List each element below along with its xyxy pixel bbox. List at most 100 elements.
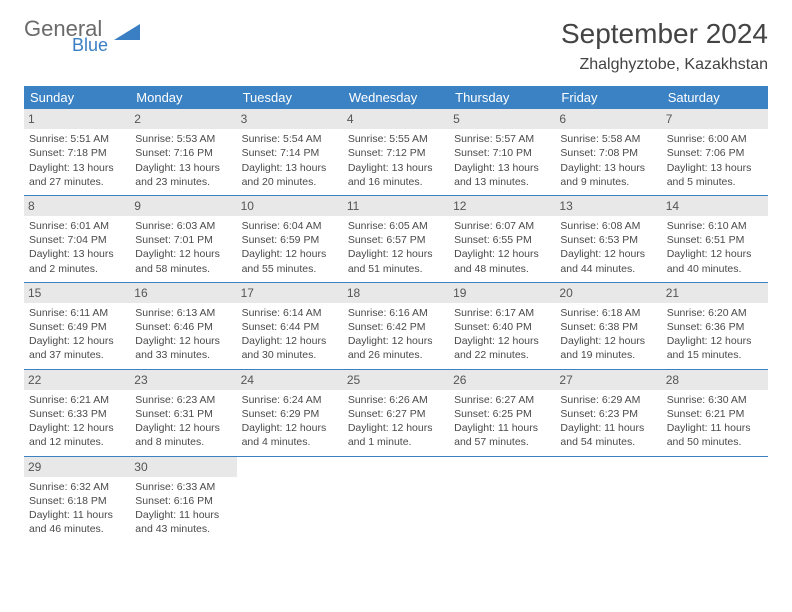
calendar-day-cell: . [555,456,661,542]
day2-text: and 1 minute. [348,435,444,449]
sunrise-text: Sunrise: 6:05 AM [348,219,444,233]
sunset-text: Sunset: 6:36 PM [667,320,763,334]
sunrise-text: Sunrise: 6:13 AM [135,306,231,320]
day-number: 14 [662,196,768,216]
day1-text: Daylight: 12 hours [454,334,550,348]
sunrise-text: Sunrise: 6:23 AM [135,393,231,407]
calendar-table: SundayMondayTuesdayWednesdayThursdayFrid… [24,86,768,542]
day2-text: and 33 minutes. [135,348,231,362]
calendar-week-row: 22Sunrise: 6:21 AMSunset: 6:33 PMDayligh… [24,369,768,456]
day2-text: and 48 minutes. [454,262,550,276]
day1-text: Daylight: 11 hours [454,421,550,435]
day1-text: Daylight: 11 hours [560,421,656,435]
day2-text: and 12 minutes. [29,435,125,449]
title-block: September 2024 Zhalghyztobe, Kazakhstan [561,18,768,74]
day-number: 19 [449,283,555,303]
day2-text: and 37 minutes. [29,348,125,362]
day2-text: and 13 minutes. [454,175,550,189]
day-header: Saturday [662,86,768,109]
calendar-day-cell: . [343,456,449,542]
sunrise-text: Sunrise: 6:30 AM [667,393,763,407]
sunrise-text: Sunrise: 6:27 AM [454,393,550,407]
calendar-day-cell: 12Sunrise: 6:07 AMSunset: 6:55 PMDayligh… [449,195,555,282]
calendar-day-cell: 20Sunrise: 6:18 AMSunset: 6:38 PMDayligh… [555,282,661,369]
day1-text: Daylight: 12 hours [454,247,550,261]
day-number: 20 [555,283,661,303]
day-number: 29 [24,457,130,477]
day-header: Wednesday [343,86,449,109]
day-number: 24 [237,370,343,390]
day2-text: and 26 minutes. [348,348,444,362]
calendar-day-cell: . [449,456,555,542]
day-number: 13 [555,196,661,216]
day1-text: Daylight: 12 hours [29,334,125,348]
sunset-text: Sunset: 6:38 PM [560,320,656,334]
day1-text: Daylight: 12 hours [29,421,125,435]
calendar-day-cell: 13Sunrise: 6:08 AMSunset: 6:53 PMDayligh… [555,195,661,282]
sunset-text: Sunset: 6:31 PM [135,407,231,421]
calendar-day-cell: 6Sunrise: 5:58 AMSunset: 7:08 PMDaylight… [555,109,661,195]
sunset-text: Sunset: 6:33 PM [29,407,125,421]
sunset-text: Sunset: 7:04 PM [29,233,125,247]
sunset-text: Sunset: 7:01 PM [135,233,231,247]
calendar-day-cell: 14Sunrise: 6:10 AMSunset: 6:51 PMDayligh… [662,195,768,282]
sunset-text: Sunset: 7:08 PM [560,146,656,160]
sunset-text: Sunset: 6:18 PM [29,494,125,508]
sunset-text: Sunset: 6:57 PM [348,233,444,247]
day1-text: Daylight: 11 hours [135,508,231,522]
sunset-text: Sunset: 6:29 PM [242,407,338,421]
sunset-text: Sunset: 7:12 PM [348,146,444,160]
sunrise-text: Sunrise: 6:33 AM [135,480,231,494]
day1-text: Daylight: 13 hours [454,161,550,175]
day1-text: Daylight: 12 hours [667,334,763,348]
sunrise-text: Sunrise: 5:53 AM [135,132,231,146]
month-title: September 2024 [561,18,768,50]
day1-text: Daylight: 12 hours [135,334,231,348]
day2-text: and 55 minutes. [242,262,338,276]
calendar-day-cell: 27Sunrise: 6:29 AMSunset: 6:23 PMDayligh… [555,369,661,456]
day-header: Friday [555,86,661,109]
day2-text: and 54 minutes. [560,435,656,449]
day-number: 26 [449,370,555,390]
day1-text: Daylight: 13 hours [667,161,763,175]
day-header: Thursday [449,86,555,109]
day2-text: and 58 minutes. [135,262,231,276]
calendar-week-row: 1 Sunrise: 5:51 AMSunset: 7:18 PM Daylight… [24,109,768,195]
sunset-text: Sunset: 7:18 PM [29,146,125,160]
calendar-day-cell: 16Sunrise: 6:13 AMSunset: 6:46 PMDayligh… [130,282,236,369]
calendar-day-cell: 1Sunrise: 5:51 AMSunset: 7:18 PMDaylight… [24,109,130,195]
calendar-day-cell: 25Sunrise: 6:26 AMSunset: 6:27 PMDayligh… [343,369,449,456]
day-number: 28 [662,370,768,390]
sunrise-text: Sunrise: 6:32 AM [29,480,125,494]
day-number: 5 [449,109,555,129]
calendar-day-cell: 23Sunrise: 6:23 AMSunset: 6:31 PMDayligh… [130,369,236,456]
day1-text: Daylight: 12 hours [135,247,231,261]
sunset-text: Sunset: 6:25 PM [454,407,550,421]
sunset-text: Sunset: 6:49 PM [29,320,125,334]
day-number: 9 [130,196,236,216]
sunset-text: Sunset: 6:23 PM [560,407,656,421]
calendar-day-cell: 8Sunrise: 6:01 AMSunset: 7:04 PMDaylight… [24,195,130,282]
day2-text: and 57 minutes. [454,435,550,449]
day2-text: and 16 minutes. [348,175,444,189]
sunrise-text: Sunrise: 6:20 AM [667,306,763,320]
day-number: 7 [662,109,768,129]
day2-text: and 30 minutes. [242,348,338,362]
day-number: 1 [24,109,130,129]
day2-text: and 46 minutes. [29,522,125,536]
page-header: General Blue September 2024 Zhalghyztobe… [24,18,768,74]
sunrise-text: Sunrise: 5:51 AM [29,132,125,146]
day-header: Tuesday [237,86,343,109]
day1-text: Daylight: 12 hours [348,334,444,348]
sunset-text: Sunset: 6:55 PM [454,233,550,247]
calendar-day-cell: 30Sunrise: 6:33 AMSunset: 6:16 PMDayligh… [130,456,236,542]
sunset-text: Sunset: 6:21 PM [667,407,763,421]
calendar-day-cell: 7Sunrise: 6:00 AMSunset: 7:06 PMDaylight… [662,109,768,195]
sunrise-text: Sunrise: 6:10 AM [667,219,763,233]
day2-text: and 19 minutes. [560,348,656,362]
day-number: 3 [237,109,343,129]
day1-text: Daylight: 13 hours [242,161,338,175]
day1-text: Daylight: 12 hours [242,421,338,435]
calendar-day-cell: . [662,456,768,542]
sunrise-text: Sunrise: 5:54 AM [242,132,338,146]
